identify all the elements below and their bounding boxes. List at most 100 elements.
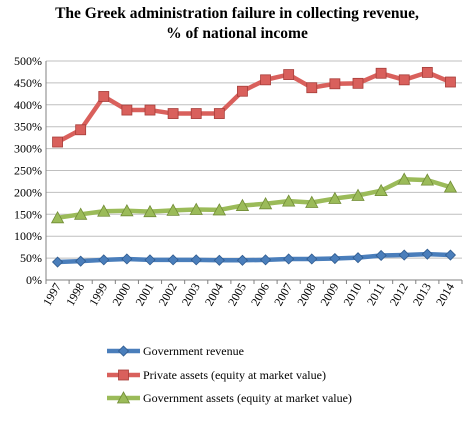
y-tick-label: 100% bbox=[14, 229, 42, 243]
x-tick-label: 2003 bbox=[179, 281, 203, 309]
x-tick-label: 2014 bbox=[433, 281, 457, 309]
x-tick-label: 2010 bbox=[340, 281, 364, 309]
y-tick-label: 300% bbox=[14, 142, 42, 156]
data-point bbox=[283, 253, 295, 265]
legend-label: Government assets (equity at market valu… bbox=[143, 391, 352, 405]
data-point bbox=[73, 207, 88, 220]
x-tick-label: 2006 bbox=[248, 281, 272, 309]
data-point bbox=[375, 67, 387, 79]
y-tick-labels: 0% 50% 100% 150% 200% 250% 300% 350% 400% 450% 500… bbox=[14, 54, 42, 287]
y-tick-label: 150% bbox=[14, 207, 42, 221]
data-point bbox=[398, 249, 410, 261]
data-point bbox=[306, 253, 318, 265]
y-tick-label: 200% bbox=[14, 185, 42, 199]
data-point bbox=[98, 254, 110, 266]
data-point bbox=[444, 249, 457, 261]
data-point bbox=[329, 78, 341, 90]
axes bbox=[45, 61, 463, 284]
data-point bbox=[166, 203, 180, 216]
data-point bbox=[328, 191, 342, 204]
x-tick-label: 2004 bbox=[202, 281, 226, 309]
data-point bbox=[120, 203, 134, 217]
data-point bbox=[51, 256, 64, 268]
data-point bbox=[281, 194, 296, 207]
legend-item: Government revenue bbox=[107, 344, 244, 358]
series-3 bbox=[50, 172, 458, 224]
y-tick-label: 250% bbox=[14, 164, 42, 178]
data-point bbox=[167, 254, 179, 266]
x-tick-label: 2007 bbox=[271, 281, 295, 309]
x-tick-label: 2000 bbox=[109, 281, 133, 309]
data-point bbox=[190, 254, 202, 266]
data-point bbox=[397, 172, 411, 185]
data-point bbox=[121, 104, 133, 116]
data-point bbox=[75, 255, 87, 267]
data-point bbox=[75, 124, 87, 136]
data-point bbox=[213, 108, 225, 119]
data-point bbox=[50, 210, 65, 224]
data-point bbox=[258, 196, 273, 210]
data-point bbox=[189, 202, 203, 215]
x-tick-label: 1998 bbox=[63, 281, 87, 309]
data-point bbox=[283, 69, 295, 80]
legend-label: Private assets (equity at market value) bbox=[143, 368, 326, 382]
chart-title-line1: The Greek administration failure in coll… bbox=[55, 5, 419, 22]
data-point bbox=[52, 136, 63, 148]
data-point bbox=[445, 76, 456, 88]
data-point bbox=[117, 345, 130, 357]
data-point bbox=[190, 108, 202, 119]
data-point bbox=[305, 195, 319, 208]
legend-item: Government assets (equity at market valu… bbox=[107, 391, 352, 405]
y-tick-label: 450% bbox=[14, 76, 42, 90]
data-point bbox=[97, 204, 111, 217]
data-point bbox=[259, 254, 272, 266]
data-point bbox=[144, 254, 156, 266]
y-tick-label: 400% bbox=[14, 98, 42, 112]
x-tick-label: 2013 bbox=[410, 281, 434, 309]
x-tick-label: 2012 bbox=[387, 281, 411, 309]
chart-title-line2: % of national income bbox=[166, 25, 308, 42]
y-tick-label: 0% bbox=[26, 273, 42, 287]
data-point bbox=[443, 180, 458, 193]
data-point bbox=[420, 173, 435, 186]
series-lines bbox=[50, 66, 458, 268]
x-tick-label: 1997 bbox=[40, 281, 64, 309]
data-point bbox=[144, 104, 156, 116]
data-point bbox=[421, 66, 433, 78]
legend-label: Government revenue bbox=[143, 344, 244, 358]
data-point bbox=[237, 85, 248, 97]
x-tick-label: 2002 bbox=[156, 281, 180, 309]
x-tick-label: 2005 bbox=[225, 281, 249, 309]
data-point bbox=[398, 74, 410, 86]
data-point bbox=[167, 108, 179, 119]
series-2 bbox=[52, 66, 456, 148]
x-tick-label: 2009 bbox=[317, 281, 341, 309]
y-tick-label: 350% bbox=[14, 120, 42, 134]
data-point bbox=[118, 369, 129, 381]
x-tick-label: 2011 bbox=[364, 281, 388, 308]
series-line bbox=[55, 177, 453, 221]
x-tick-label: 2001 bbox=[132, 281, 156, 309]
data-point bbox=[351, 188, 365, 201]
data-point bbox=[236, 254, 249, 266]
data-point bbox=[306, 82, 318, 94]
data-point bbox=[212, 203, 227, 216]
data-point bbox=[375, 249, 387, 262]
data-point bbox=[329, 252, 341, 265]
data-point bbox=[352, 77, 364, 89]
data-point bbox=[374, 183, 388, 197]
legend-item: Private assets (equity at market value) bbox=[107, 368, 326, 382]
data-point bbox=[260, 74, 271, 86]
data-point bbox=[121, 253, 133, 265]
data-point bbox=[116, 391, 131, 404]
data-point bbox=[143, 204, 157, 218]
x-tick-label: 1999 bbox=[86, 281, 110, 309]
data-point bbox=[352, 252, 364, 264]
x-tick-label: 2008 bbox=[294, 281, 318, 309]
data-point bbox=[213, 254, 225, 266]
legend: Government revenue Private assets (equity… bbox=[107, 344, 352, 405]
data-point bbox=[235, 198, 250, 211]
y-tick-label: 50% bbox=[20, 251, 42, 265]
data-point bbox=[98, 91, 110, 102]
